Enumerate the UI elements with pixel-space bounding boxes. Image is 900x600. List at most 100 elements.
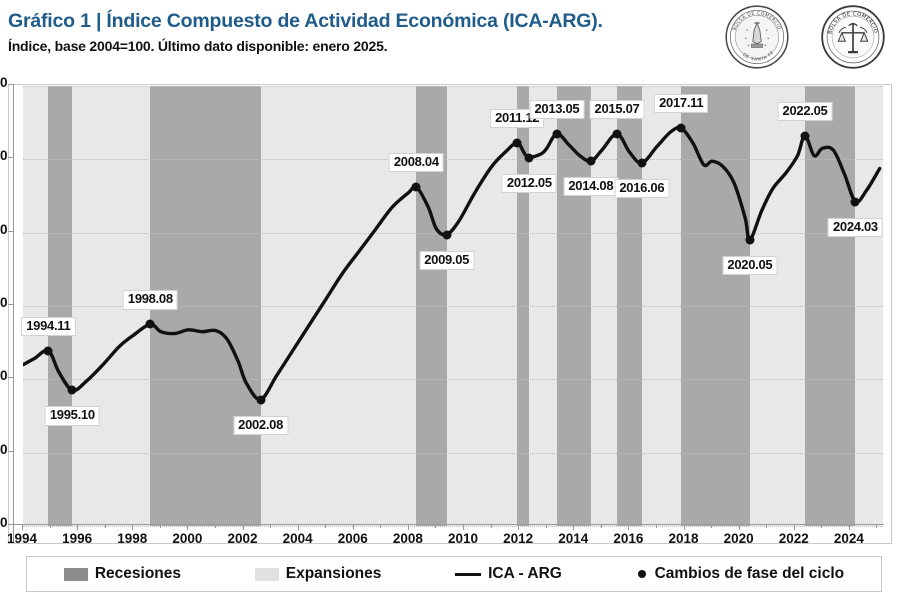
legend-label-recesiones: Recesiones (94, 565, 182, 582)
phase-change-dot (612, 129, 622, 139)
x-axis-tick (573, 524, 575, 530)
legend-label-expansiones: Expansiones (285, 565, 382, 582)
x-axis-tick-label: 2012 (503, 531, 534, 546)
phase-change-label: 2014.08 (563, 177, 619, 197)
phase-change-dot (145, 319, 155, 329)
chart-legend: Recesiones Expansiones ICA - ARG Cambios… (26, 556, 882, 592)
grid-line (23, 306, 883, 307)
phase-change-dot (586, 156, 596, 166)
x-axis-tick-label: 2018 (668, 531, 699, 546)
x-axis-minor-tick (435, 524, 437, 528)
x-axis-minor-tick (766, 524, 768, 528)
y-axis-tick-label: 0 (0, 368, 8, 384)
page-title: Gráfico 1 | Índice Compuesto de Activida… (8, 10, 603, 32)
grid-line (23, 232, 883, 234)
phase-change-label: 2022.05 (777, 101, 833, 121)
chart-header: Gráfico 1 | Índice Compuesto de Activida… (0, 0, 900, 78)
y-axis-tick-label: 0 (0, 441, 8, 457)
expansion-swatch-icon (254, 567, 279, 581)
phase-change-label: 2012.05 (501, 173, 557, 193)
y-axis-labels: 0 0 0 0 0 0 0 (0, 0, 14, 600)
grid-lines (23, 86, 883, 527)
x-axis-tick (793, 524, 795, 530)
logo-group: BOLSA DE COMERCIO DE SANTA FE BOLSA DE C… (716, 2, 894, 72)
phase-change-label: 1995.10 (44, 406, 100, 426)
phase-change-label: 2024.03 (827, 217, 883, 237)
x-axis-tick-label: 2010 (447, 531, 479, 546)
phase-change-dot (850, 197, 860, 206)
x-axis-tick (628, 524, 630, 530)
x-axis-tick (848, 524, 850, 530)
line-swatch-icon (455, 572, 482, 576)
x-axis-tick (242, 524, 244, 530)
phase-change-dot (411, 182, 421, 192)
phase-change-label: 2016.06 (614, 179, 670, 199)
phase-change-label: 2008.04 (388, 152, 444, 173)
x-axis-tick (463, 524, 465, 530)
legend-label-cambios-de-fase: Cambios de fase del ciclo (654, 565, 845, 582)
phase-change-label: 2020.05 (722, 256, 778, 276)
x-axis-tick-label: 2002 (227, 531, 258, 546)
phase-change-label: 1998.08 (122, 290, 178, 310)
x-axis-tick-label: 1994 (6, 531, 38, 546)
x-axis-tick (77, 524, 79, 530)
phase-change-dot (745, 235, 755, 245)
x-axis-minor-tick (490, 524, 492, 528)
x-axis-minor-tick (876, 524, 878, 528)
x-axis-minor-tick (380, 524, 382, 528)
x-axis-tick-label: 2006 (337, 531, 368, 546)
legend-item-cambios-de-fase: Cambios de fase del ciclo (636, 565, 845, 583)
x-axis-tick (738, 524, 740, 530)
x-axis-line (14, 524, 884, 525)
y-axis-tick-label: 0 (0, 221, 8, 237)
y-axis-tick (8, 230, 14, 232)
grid-line (23, 86, 883, 87)
x-axis-tick-label: 2014 (558, 531, 589, 546)
y-axis-tick (8, 157, 14, 159)
plot-area: 1994.11 1995.10 1998.08 2002.08 2008.04 2009.… (21, 86, 883, 527)
x-axis-minor-tick (104, 524, 106, 528)
legend-item-ica-arg: ICA - ARG (455, 565, 562, 583)
x-axis-tick-label: 2022 (778, 531, 809, 546)
phase-change-dot (524, 153, 534, 162)
y-axis-tick-label: 0 (0, 515, 8, 530)
ica-arg-line-series (23, 125, 882, 402)
x-axis-minor-tick (655, 524, 657, 528)
legend-label-ica-arg: ICA - ARG (488, 565, 562, 582)
phase-change-label: 2002.08 (233, 415, 289, 435)
x-axis-minor-tick (600, 524, 602, 528)
y-axis-tick (8, 84, 14, 85)
x-axis-tick (352, 524, 354, 530)
x-axis-minor-tick (821, 524, 823, 528)
x-axis-tick (407, 524, 409, 530)
x-axis-minor-tick (159, 524, 161, 528)
x-axis-tick-label: 2020 (723, 531, 754, 546)
x-axis-minor-tick (711, 524, 713, 528)
y-axis-tick (8, 524, 14, 525)
chart-plot-frame: 1994.11 1995.10 1998.08 2002.08 2008.04 2009.… (8, 84, 892, 544)
phase-change-label: 2017.11 (654, 94, 709, 114)
phase-change-dot (67, 385, 77, 395)
x-axis-tick (187, 524, 189, 530)
x-axis-tick-label: 2004 (282, 531, 313, 546)
phase-change-dot (676, 123, 686, 133)
bolsa-de-comercio-de-santa-fe-seal: BOLSA DE COMERCIO DE SANTA FE (725, 5, 789, 69)
x-axis-tick-label: 1996 (62, 531, 93, 546)
phase-change-dot (442, 230, 452, 239)
x-axis-tick (518, 524, 520, 530)
phase-change-dot (256, 395, 266, 404)
page-subtitle: Índice, base 2004=100. Último dato dispo… (8, 38, 388, 54)
phase-change-dot (43, 346, 53, 356)
y-axis-tick-label: 0 (0, 295, 8, 310)
grid-line (23, 452, 883, 454)
x-axis-tick (132, 524, 134, 530)
phase-change-label: 2013.05 (529, 99, 585, 119)
dot-swatch-icon (637, 570, 646, 578)
y-axis-tick (8, 450, 14, 452)
phase-change-dot (637, 158, 647, 168)
phase-change-dot (800, 131, 810, 140)
legend-item-recesiones: Recesiones (63, 565, 182, 583)
grid-line (23, 379, 883, 381)
phase-change-dot (552, 129, 562, 139)
phase-change-label: 1994.11 (21, 316, 76, 337)
